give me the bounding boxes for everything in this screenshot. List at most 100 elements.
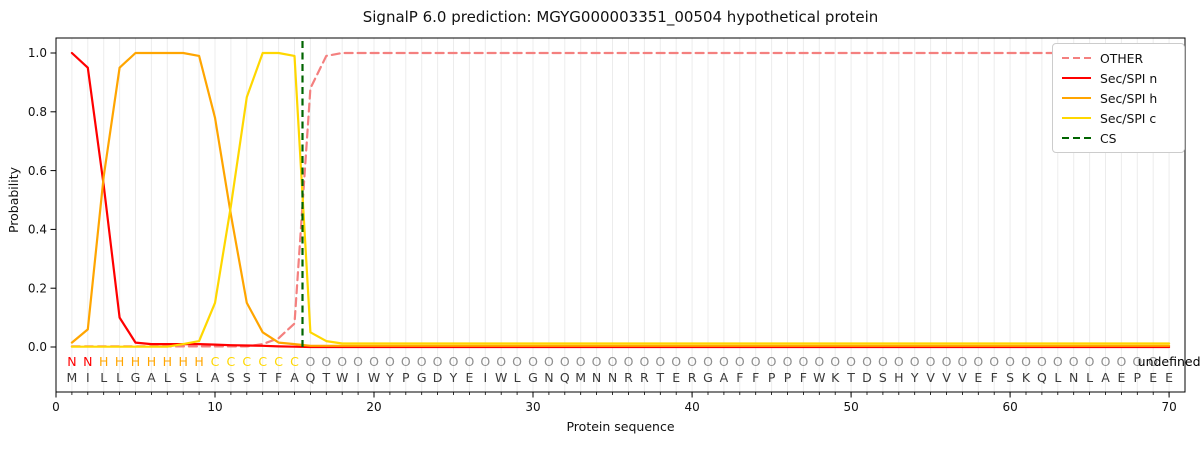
svg-text:O: O [449, 354, 459, 369]
svg-text:O: O [544, 354, 554, 369]
svg-text:A: A [211, 370, 220, 385]
svg-text:M: M [575, 370, 586, 385]
svg-text:T: T [321, 370, 330, 385]
svg-text:S: S [879, 370, 887, 385]
gridlines [71, 38, 1170, 392]
svg-text:O: O [512, 354, 522, 369]
svg-text:O: O [1101, 354, 1111, 369]
svg-text:O: O [1021, 354, 1031, 369]
svg-text:R: R [640, 370, 649, 385]
svg-text:O: O [830, 354, 840, 369]
svg-text:O: O [926, 354, 936, 369]
y-tick-label: 1.0 [28, 46, 47, 60]
svg-text:O: O [973, 354, 983, 369]
svg-text:N: N [67, 354, 76, 369]
svg-text:I: I [356, 370, 360, 385]
legend: OTHER Sec/SPI n Sec/SPI h Sec/SPI c CS [1052, 43, 1185, 153]
svg-text:E: E [1149, 370, 1157, 385]
svg-text:W: W [336, 370, 348, 385]
svg-text:S: S [227, 370, 235, 385]
svg-text:O: O [894, 354, 904, 369]
svg-text:T: T [846, 370, 855, 385]
svg-text:Q: Q [1037, 370, 1047, 385]
svg-text:P: P [784, 370, 792, 385]
svg-text:I: I [483, 370, 487, 385]
svg-text:O: O [305, 354, 315, 369]
svg-text:O: O [989, 354, 999, 369]
svg-text:N: N [592, 370, 601, 385]
x-tick-label: 0 [52, 400, 60, 414]
x-axis-label: Protein sequence [566, 419, 675, 434]
legend-swatch-other [1062, 56, 1091, 60]
legend-label: Sec/SPI c [1100, 110, 1157, 126]
y-tick-label: 0.8 [28, 105, 47, 119]
legend-label: Sec/SPI h [1100, 90, 1158, 106]
svg-text:O: O [496, 354, 506, 369]
svg-text:Y: Y [910, 370, 919, 385]
legend-item-cs: CS [1062, 130, 1175, 146]
svg-text:O: O [655, 354, 665, 369]
svg-text:A: A [290, 370, 299, 385]
svg-text:D: D [862, 370, 872, 385]
svg-text:S: S [1006, 370, 1014, 385]
svg-text:O: O [1069, 354, 1079, 369]
svg-text:G: G [528, 370, 538, 385]
svg-text:H: H [194, 354, 203, 369]
svg-text:O: O [1148, 354, 1158, 369]
plot-title: SignalP 6.0 prediction: MGYG000003351_00… [362, 8, 879, 26]
svg-text:O: O [862, 354, 872, 369]
svg-text:O: O [957, 354, 967, 369]
legend-item-sec-spi-c: Sec/SPI c [1062, 110, 1175, 126]
svg-text:O: O [814, 354, 824, 369]
svg-text:I: I [86, 370, 90, 385]
svg-text:L: L [514, 370, 521, 385]
svg-text:E: E [672, 370, 680, 385]
svg-text:O: O [433, 354, 443, 369]
svg-text:O: O [417, 354, 427, 369]
svg-text:W: W [368, 370, 380, 385]
svg-text:O: O [1085, 354, 1095, 369]
svg-text:O: O [1132, 354, 1142, 369]
y-tick-label: 0.0 [28, 340, 47, 354]
y-axis-ticks: 0.0 0.2 0.4 0.6 0.8 1.0 [28, 46, 56, 354]
svg-text:O: O [576, 354, 586, 369]
svg-text:O: O [735, 354, 745, 369]
y-tick-label: 0.4 [28, 223, 47, 237]
svg-text:G: G [417, 370, 427, 385]
svg-text:A: A [1101, 370, 1110, 385]
svg-text:Q: Q [305, 370, 315, 385]
svg-text:F: F [800, 370, 807, 385]
svg-text:V: V [942, 370, 951, 385]
legend-label: CS [1100, 130, 1117, 146]
svg-text:F: F [275, 370, 282, 385]
svg-text:H: H [147, 354, 156, 369]
svg-text:R: R [688, 370, 697, 385]
legend-item-sec-spi-h: Sec/SPI h [1062, 90, 1175, 106]
legend-swatch-sec-spi-h [1062, 96, 1091, 100]
svg-text:T: T [258, 370, 267, 385]
svg-text:S: S [243, 370, 251, 385]
svg-text:H: H [115, 354, 124, 369]
legend-item-sec-spi-n: Sec/SPI n [1062, 71, 1175, 86]
svg-text:O: O [910, 354, 920, 369]
svg-text:O: O [878, 354, 888, 369]
svg-text:W: W [813, 370, 825, 385]
legend-swatch-cs [1062, 136, 1091, 140]
svg-text:S: S [179, 370, 187, 385]
svg-text:G: G [703, 370, 713, 385]
svg-text:O: O [1116, 354, 1126, 369]
series-other [70, 51, 1171, 348]
svg-text:D: D [433, 370, 443, 385]
svg-text:O: O [464, 354, 474, 369]
svg-text:P: P [768, 370, 776, 385]
svg-text:N: N [83, 354, 92, 369]
svg-text:O: O [401, 354, 411, 369]
svg-text:O: O [353, 354, 363, 369]
svg-text:C: C [227, 354, 236, 369]
svg-text:V: V [926, 370, 935, 385]
svg-text:E: E [974, 370, 982, 385]
